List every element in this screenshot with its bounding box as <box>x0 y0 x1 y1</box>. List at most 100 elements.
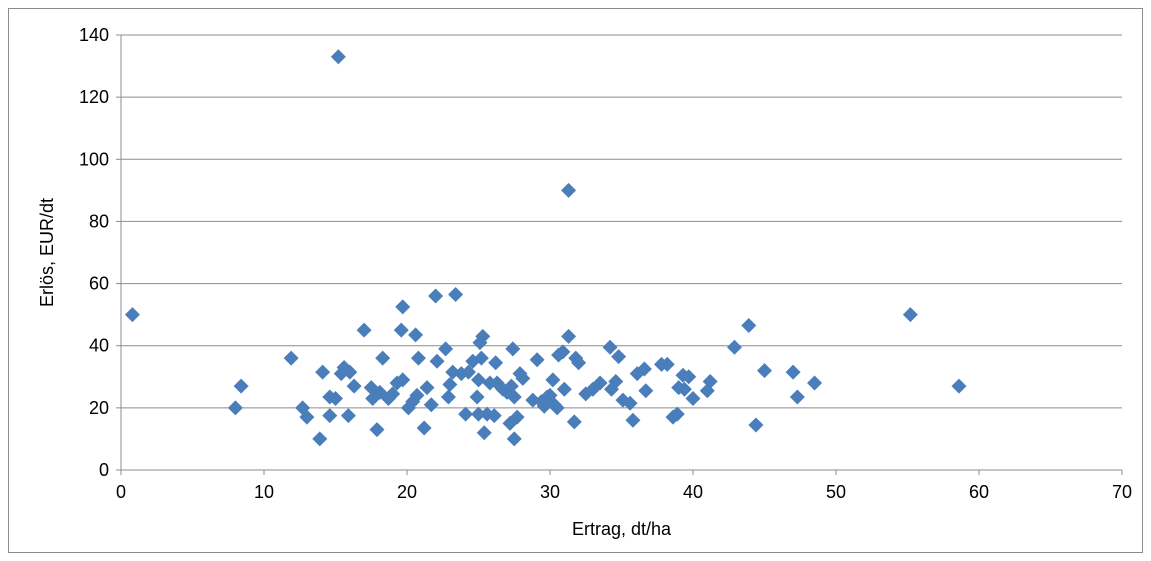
data-point <box>702 373 718 389</box>
data-point <box>442 377 458 393</box>
data-point <box>315 364 331 380</box>
data-point <box>515 370 531 386</box>
x-tick-label: 20 <box>397 482 417 502</box>
y-tick-label: 60 <box>89 274 109 294</box>
data-point <box>330 49 346 65</box>
gridlines <box>121 34 1122 409</box>
data-point <box>545 372 561 388</box>
data-point <box>476 425 492 441</box>
data-point <box>506 389 522 405</box>
data-point <box>789 389 805 405</box>
data-point <box>555 344 571 360</box>
data-point <box>561 328 577 344</box>
data-points <box>124 49 967 447</box>
scatter-chart: 0 20 40 60 80 100 120 140 0 10 20 30 40 50 60 70 Ertra… <box>37 25 1132 539</box>
data-point <box>902 307 918 323</box>
data-point <box>549 400 565 416</box>
data-point <box>419 380 435 396</box>
axes <box>116 34 1123 475</box>
data-point <box>669 406 685 422</box>
y-tick-label: 40 <box>89 336 109 356</box>
data-point <box>375 350 391 366</box>
data-point <box>369 422 385 438</box>
data-point <box>807 375 823 391</box>
x-tick-label: 30 <box>540 482 560 502</box>
data-point <box>592 375 608 391</box>
data-point <box>685 391 701 407</box>
data-point <box>438 341 454 357</box>
chart-frame: 0 20 40 60 80 100 120 140 0 10 20 30 40 50 60 70 Ertra… <box>8 8 1143 553</box>
data-point <box>622 395 638 411</box>
data-point <box>529 352 545 368</box>
data-point <box>299 409 315 425</box>
data-point <box>659 356 675 372</box>
x-tick-label: 40 <box>683 482 703 502</box>
data-point <box>342 364 358 380</box>
data-point <box>469 389 485 405</box>
y-tick-labels: 0 20 40 60 80 100 120 140 <box>79 25 109 480</box>
data-point <box>506 431 522 447</box>
data-point <box>395 299 411 315</box>
data-point <box>571 355 587 371</box>
data-point <box>356 322 372 338</box>
y-tick-label: 80 <box>89 211 109 231</box>
x-tick-label: 50 <box>826 482 846 502</box>
data-point <box>741 318 757 334</box>
x-tick-label: 60 <box>969 482 989 502</box>
data-point <box>471 406 486 422</box>
data-point <box>625 412 641 428</box>
y-tick-label: 100 <box>79 149 109 169</box>
data-point <box>408 327 424 343</box>
y-axis-title: Erlös, EUR/dt <box>37 198 57 307</box>
data-point <box>322 408 338 424</box>
data-point <box>124 307 140 323</box>
data-point <box>458 406 474 422</box>
data-point <box>385 386 401 402</box>
data-point <box>423 397 439 413</box>
x-axis-title: Ertrag, dt/ha <box>572 519 672 539</box>
data-point <box>233 378 249 394</box>
data-point <box>410 350 426 366</box>
data-point <box>785 364 801 380</box>
data-point <box>416 420 432 436</box>
data-point <box>486 408 502 424</box>
y-tick-label: 0 <box>99 460 109 480</box>
y-tick-label: 20 <box>89 398 109 418</box>
x-tick-label: 10 <box>254 482 274 502</box>
data-point <box>312 431 328 447</box>
data-point <box>428 288 444 304</box>
data-point <box>283 350 299 366</box>
data-point <box>473 350 489 366</box>
data-point <box>566 414 582 430</box>
data-point <box>676 381 692 397</box>
data-point <box>748 417 764 433</box>
data-point <box>409 387 425 403</box>
data-point <box>681 369 697 385</box>
data-point <box>636 361 652 377</box>
x-tick-label: 0 <box>116 482 126 502</box>
data-point <box>346 378 362 394</box>
data-point <box>340 408 356 424</box>
data-point <box>509 409 525 425</box>
y-tick-label: 140 <box>79 25 109 45</box>
data-point <box>471 372 486 388</box>
data-point <box>395 372 411 388</box>
data-point <box>440 389 456 405</box>
data-point <box>638 383 654 399</box>
data-point <box>757 363 772 379</box>
data-point <box>602 339 618 355</box>
data-point <box>448 286 464 302</box>
data-point <box>328 391 343 407</box>
data-point <box>475 328 491 344</box>
y-tick-label: 120 <box>79 87 109 107</box>
data-point <box>951 378 967 394</box>
x-tick-label: 70 <box>1112 482 1132 502</box>
x-tick-labels: 0 10 20 30 40 50 60 70 <box>116 482 1132 502</box>
data-point <box>227 400 243 416</box>
data-point <box>429 353 445 369</box>
data-point <box>608 373 624 389</box>
data-point <box>488 355 504 371</box>
data-point <box>393 322 409 338</box>
data-point <box>556 381 572 397</box>
data-point <box>503 378 519 394</box>
